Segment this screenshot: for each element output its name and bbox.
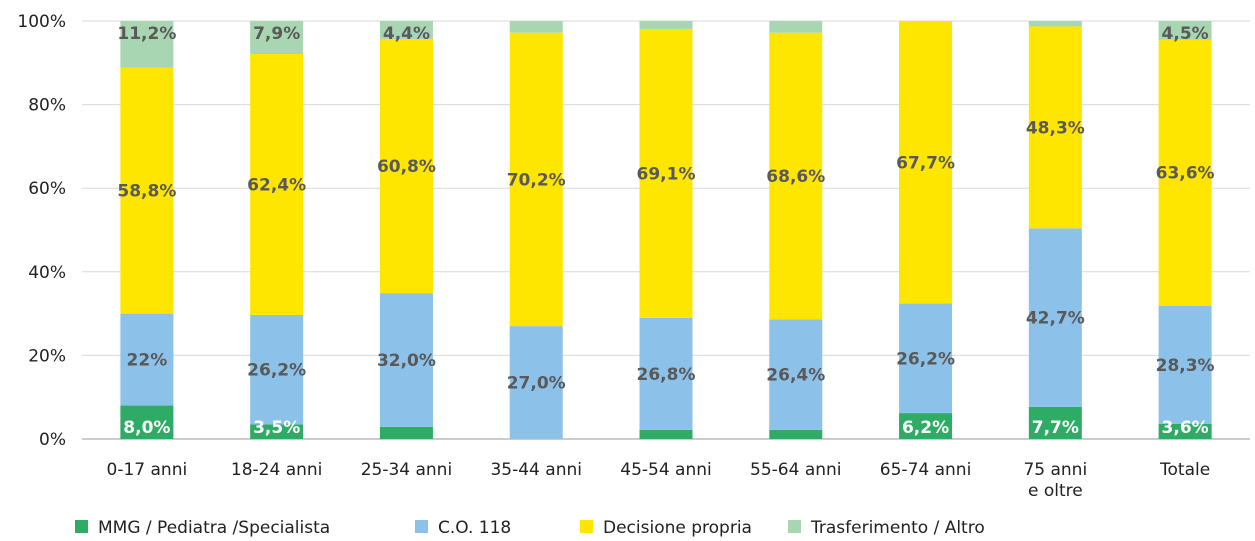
bar-segment: [899, 303, 953, 414]
data-label: 7,9%: [253, 24, 300, 44]
bar-segment: [1158, 39, 1212, 306]
bar-segment: [1028, 228, 1082, 407]
data-label: 62,4%: [247, 175, 306, 195]
legend-label: Decisione propria: [603, 518, 752, 538]
bars: [120, 21, 1212, 439]
bar-segment: [899, 21, 953, 304]
x-tick-label: 18-24 anni: [231, 460, 323, 480]
legend-label: MMG / Pediatra /Specialista: [98, 518, 330, 538]
bar-segment: [769, 32, 823, 320]
x-tick-label: 25-34 anni: [361, 460, 453, 480]
bar-segment: [639, 21, 693, 29]
y-tick-label: 0%: [39, 430, 66, 450]
bar-segment: [1158, 423, 1212, 439]
y-axis: 0% 20% 40% 60% 80% 100%: [17, 12, 66, 450]
data-label: 28,3%: [1156, 356, 1215, 376]
x-tick-label: 65-74 anni: [880, 460, 972, 480]
x-tick-label: 55-64 anni: [750, 460, 842, 480]
data-label: 42,7%: [1026, 309, 1085, 329]
bar-segment: [379, 293, 433, 427]
bar-segment: [509, 326, 563, 439]
data-label: 32,0%: [377, 351, 436, 371]
bar-segment: [120, 313, 174, 406]
data-label: 26,2%: [247, 361, 306, 381]
bar-segment: [509, 32, 563, 327]
y-tick-label: 20%: [28, 346, 66, 366]
bar-segment: [250, 54, 304, 315]
x-tick-label: 45-54 anni: [620, 460, 712, 480]
data-label: 4,5%: [1162, 24, 1209, 44]
data-label: 3,6%: [1162, 418, 1209, 438]
data-label: 27,0%: [507, 374, 566, 394]
data-label: 3,5%: [253, 418, 300, 438]
bar-segment: [639, 28, 693, 318]
bar-segment: [899, 413, 953, 439]
bar-segment: [1158, 305, 1212, 424]
data-label: 70,2%: [507, 170, 566, 190]
bar-segment: [120, 21, 174, 68]
x-tick-label: Totale: [1159, 460, 1210, 480]
bar-segment: [250, 314, 304, 425]
legend-swatch: [415, 520, 428, 533]
data-label: 48,3%: [1026, 118, 1085, 138]
bar-segment: [379, 38, 433, 294]
bar-segment: [1028, 26, 1082, 229]
data-label: 69,1%: [637, 164, 696, 184]
data-label: 4,4%: [383, 24, 430, 44]
bar-segment: [1158, 21, 1212, 40]
legend-swatch: [580, 520, 593, 533]
legend-swatch: [788, 520, 801, 533]
data-label: 67,7%: [896, 153, 955, 173]
legend-label: Trasferimento / Altro: [810, 518, 985, 538]
bar-segment: [120, 405, 174, 439]
legend-swatch: [75, 520, 88, 533]
bar-segment: [250, 21, 304, 55]
data-label: 26,4%: [766, 366, 825, 386]
bar-segment: [379, 426, 433, 439]
data-label: 7,7%: [1032, 418, 1079, 438]
x-tick-label: e oltre: [1028, 481, 1083, 501]
data-label: 68,6%: [766, 167, 825, 187]
bar-segment: [639, 317, 693, 430]
data-label: 26,8%: [637, 365, 696, 385]
data-label: 26,2%: [896, 349, 955, 369]
y-tick-label: 40%: [28, 263, 66, 283]
bar-segment: [379, 21, 433, 39]
legend-label: C.O. 118: [438, 518, 511, 538]
data-label: 6,2%: [902, 418, 949, 438]
bar-segment: [769, 429, 823, 439]
bar-segment: [1028, 406, 1082, 439]
y-tick-label: 60%: [28, 179, 66, 199]
y-tick-label: 100%: [17, 12, 66, 32]
data-label: 60,8%: [377, 157, 436, 177]
data-label: 58,8%: [117, 182, 176, 202]
x-tick-label: 75 anni: [1023, 460, 1087, 480]
x-tick-label: 0-17 anni: [107, 460, 188, 480]
data-label: 8,0%: [123, 418, 170, 438]
data-label: 63,6%: [1156, 164, 1215, 184]
y-tick-label: 80%: [28, 96, 66, 116]
data-labels: 8,0% 22% 58,8% 11,2% 3,5% 26,2% 62,4% 7,9% 32,0%…: [117, 24, 1214, 438]
bar-segment: [769, 319, 823, 430]
legend: MMG / Pediatra /Specialista C.O. 118 Decis…: [75, 518, 985, 538]
data-label: 11,2%: [117, 24, 176, 44]
bar-segment: [639, 429, 693, 439]
data-label: 22%: [127, 351, 168, 371]
bar-segment: [509, 21, 563, 33]
bar-segment: [769, 21, 823, 33]
bar-segment: [1028, 21, 1082, 27]
x-tick-label: 35-44 anni: [490, 460, 582, 480]
bar-segment: [120, 67, 174, 314]
x-axis: 0-17 anni 18-24 anni 25-34 anni 35-44 anni 4…: [107, 460, 1211, 501]
bar-segment: [250, 424, 304, 439]
